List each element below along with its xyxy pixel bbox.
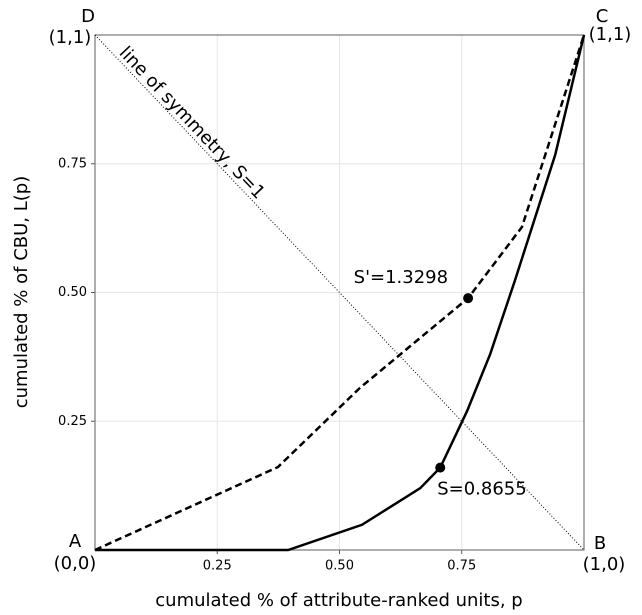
corner-label: (1,1) [49,27,92,48]
corner-letter: D [81,6,95,27]
y-tick-label: 0.25 [58,414,87,429]
point-label: S=0.8655 [437,479,527,500]
corner-letter: A [69,531,82,552]
point-label: S'=1.3298 [354,267,448,288]
plot-border [94,34,585,551]
point [435,462,446,473]
series-line [95,34,586,552]
corner-label: (0,0) [54,553,97,574]
series-line [94,34,586,552]
y-axis-label: cumulated % of CBU, L(p) [11,176,32,409]
symmetry-line [94,34,585,551]
corner-label: (1,0) [583,554,626,575]
x-tick-label: 0.25 [203,559,232,574]
x-tick-label: 0.50 [325,559,354,574]
y-tick-label: 0.50 [58,285,87,300]
x-tick-label: 0.75 [447,559,476,574]
y-tick-label: 0.75 [58,156,87,171]
point [463,293,474,304]
corner-label: (1,1) [589,24,632,45]
corner-letter: C [596,6,609,27]
x-axis-label: cumulated % of attribute-ranked units, p [155,590,522,611]
corner-letter: B [594,533,606,554]
